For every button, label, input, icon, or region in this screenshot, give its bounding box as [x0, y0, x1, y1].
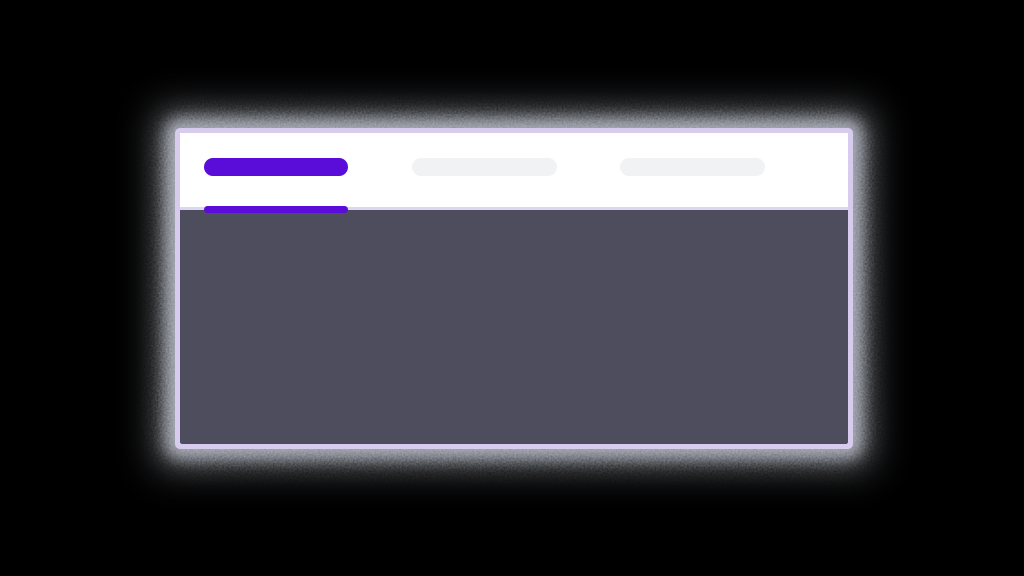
header-divider	[180, 207, 848, 210]
content-panel	[180, 210, 848, 444]
tab-bar	[180, 133, 848, 207]
active-tab-placeholder[interactable]	[204, 158, 348, 176]
tab-placeholder-3[interactable]	[620, 158, 765, 176]
card-inner	[180, 133, 848, 444]
active-tab-underline	[204, 206, 348, 213]
skeleton-window-card	[175, 128, 853, 449]
tab-placeholder-2[interactable]	[412, 158, 557, 176]
